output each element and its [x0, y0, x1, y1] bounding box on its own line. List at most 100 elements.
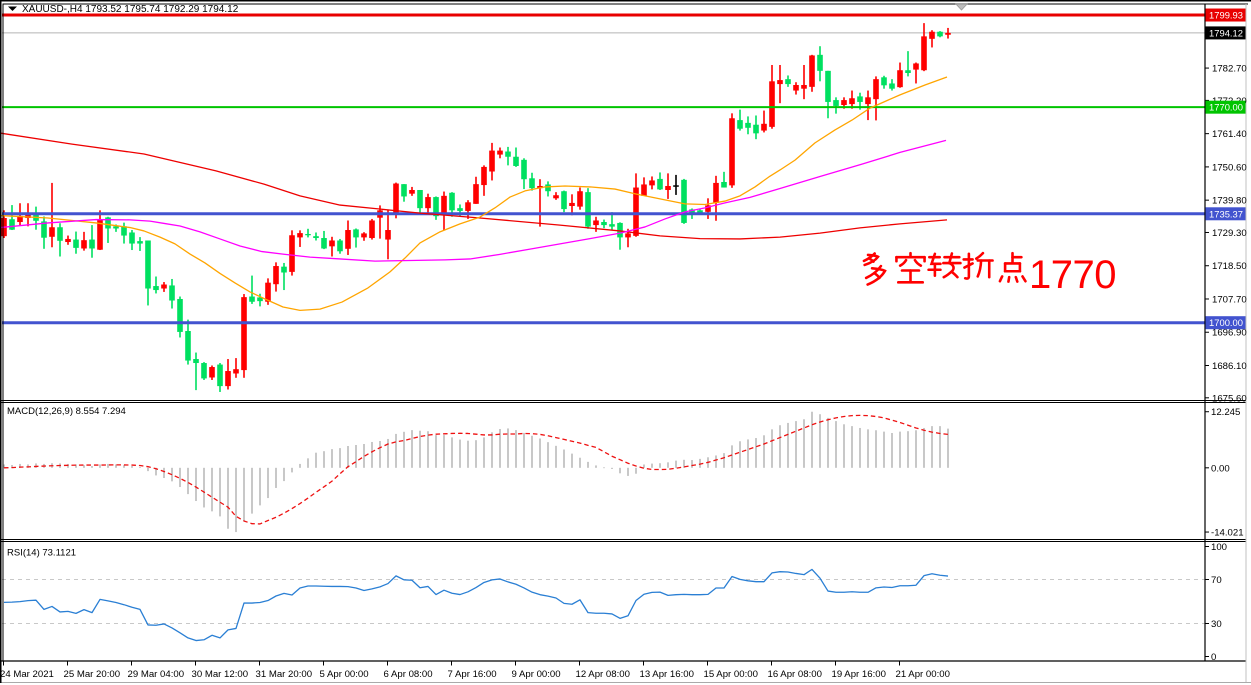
- glyph-stroke: [963, 262, 974, 269]
- candle: [745, 116, 751, 135]
- macd-hist-bar: [635, 467, 637, 474]
- macd-hist-bar: [115, 464, 117, 468]
- candle: [585, 188, 591, 229]
- macd-hist-bar: [531, 435, 533, 468]
- macd-hist-bar: [19, 463, 21, 468]
- macd-hist-bar: [467, 440, 469, 468]
- macd-hist-bar: [859, 427, 861, 468]
- candle: [529, 172, 535, 191]
- macd-hist-bar: [539, 438, 541, 468]
- candle: [369, 218, 375, 240]
- candle: [465, 200, 471, 219]
- candle-body: [921, 36, 927, 71]
- candle-body: [161, 284, 167, 289]
- candle-body: [745, 122, 751, 128]
- rsi-panel: [2, 568, 1205, 642]
- candle: [337, 238, 343, 254]
- candle: [729, 113, 735, 188]
- candle-body: [497, 150, 503, 155]
- macd-hist-bar: [155, 467, 157, 476]
- glyph-stroke: [974, 251, 985, 260]
- price-badge-label: 1735.37: [1209, 209, 1243, 220]
- candle: [185, 319, 191, 365]
- macd-hist-bar: [27, 464, 29, 468]
- rsi-tick-label: 100: [1211, 542, 1227, 553]
- rsi-label: RSI(14) 73.1121: [7, 548, 76, 559]
- candle-body: [305, 234, 311, 236]
- macd-hist-bar: [99, 464, 101, 468]
- candle-body: [897, 70, 903, 88]
- candle-body: [201, 363, 207, 379]
- price-tick-label: 1782.70: [1212, 64, 1247, 75]
- candle-wick: [867, 90, 869, 121]
- time-tick-label: 30 Mar 12:00: [192, 669, 249, 680]
- candle: [65, 235, 71, 245]
- candle: [97, 210, 103, 251]
- macd-signal-line[interactable]: [3, 414, 949, 525]
- candle-body: [417, 189, 423, 209]
- candle: [41, 216, 47, 249]
- ma-line-orange[interactable]: [0, 76, 948, 312]
- candle: [785, 75, 791, 87]
- candle: [217, 363, 223, 392]
- candle: [417, 189, 423, 213]
- candle-body: [89, 239, 95, 249]
- candle: [329, 236, 335, 257]
- macd-hist-bar: [555, 445, 557, 468]
- macd-hist-bar: [251, 467, 253, 514]
- candle-body: [713, 182, 719, 203]
- candle: [945, 27, 951, 39]
- macd-hist-bar: [947, 428, 949, 468]
- macd-hist-bar: [795, 421, 797, 468]
- candle-body: [433, 197, 439, 217]
- candle-body: [361, 233, 367, 238]
- candle-body: [881, 77, 887, 86]
- candle-body: [697, 210, 703, 214]
- time-tick-label: 5 Apr 00:00: [320, 669, 369, 680]
- candle: [161, 282, 167, 292]
- candle-body: [489, 150, 495, 172]
- candle-body: [153, 286, 159, 291]
- glyph-stroke: [950, 270, 959, 279]
- candle-wick: [723, 171, 725, 188]
- macd-hist-bar: [323, 451, 325, 468]
- candle-wick: [779, 64, 781, 104]
- glyph-stroke: [963, 252, 971, 280]
- candle-body: [929, 31, 935, 39]
- price-badge: 1794.12: [1205, 26, 1246, 40]
- rsi-line[interactable]: [3, 568, 949, 642]
- candle: [249, 275, 255, 304]
- candle-body: [65, 238, 71, 243]
- candle: [241, 294, 247, 378]
- candle: [193, 352, 199, 391]
- macd-hist-bar: [651, 463, 653, 468]
- candle-body: [937, 31, 943, 37]
- macd-hist-bar: [875, 430, 877, 468]
- candle-body: [217, 364, 223, 387]
- macd-hist-bar: [339, 448, 341, 468]
- time-tick-label: 29 Mar 04:00: [128, 669, 185, 680]
- macd-hist-bar: [891, 433, 893, 468]
- glyph-stroke: [998, 275, 1004, 283]
- candle-body: [521, 159, 527, 180]
- chart-collapse-marker-icon[interactable]: [8, 6, 17, 12]
- panel-labels: XAUUSD-,H4 1793.52 1795.74 1792.29 1794.…: [7, 4, 239, 559]
- candle-body: [561, 191, 567, 210]
- ma-line-magenta[interactable]: [0, 139, 947, 262]
- candle-body: [753, 124, 759, 134]
- price-tick-label: 1729.30: [1212, 228, 1247, 239]
- candle-body: [593, 220, 599, 226]
- glyph-stroke: [976, 259, 983, 278]
- time-tick-label: 12 Apr 08:00: [576, 669, 630, 680]
- candle: [305, 228, 311, 238]
- macd-hist-bar: [763, 435, 765, 468]
- candle-body: [17, 215, 23, 223]
- candle: [593, 216, 599, 232]
- candle: [345, 220, 351, 255]
- ma-line-red[interactable]: [0, 132, 948, 240]
- candle-body: [537, 185, 543, 189]
- glyph-stroke: [1014, 275, 1019, 283]
- candle-body: [585, 192, 591, 227]
